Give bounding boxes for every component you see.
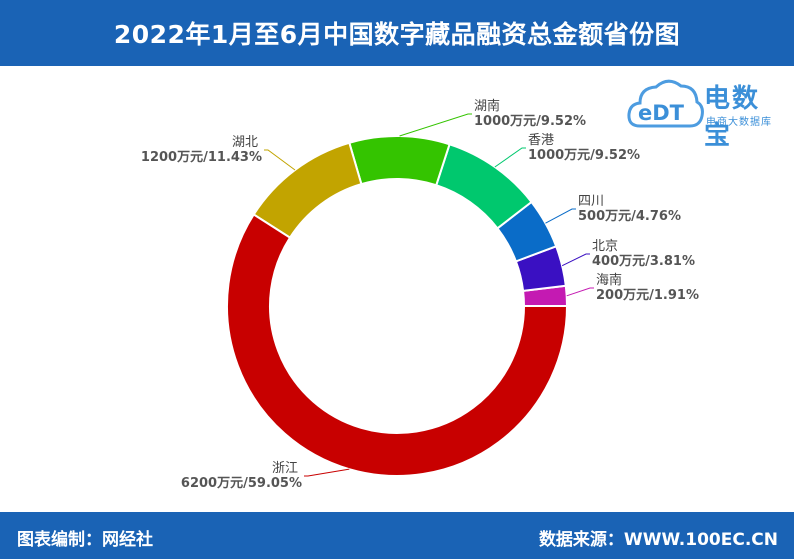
leader-line-香港 [494, 147, 526, 168]
slice-value-label: 1000万元/9.52% [528, 148, 640, 163]
slice-name-label: 四川 [578, 194, 604, 209]
logo-brand: 电数宝 [704, 84, 761, 151]
footer-bar: 图表编制：网经社 数据来源：WWW.100EC.CN [0, 512, 794, 559]
slice-value-label: 6200万元/59.05% [181, 476, 302, 491]
slice-name-label: 香港 [528, 133, 554, 148]
cloud-logo-icon: eDT [627, 79, 704, 128]
slice-name-label: 湖北 [232, 135, 258, 150]
leader-line-四川 [545, 208, 576, 224]
logo: eDT 电数宝 电商大数据库 [626, 74, 786, 151]
slice-name-label: 浙江 [272, 461, 298, 476]
leader-line-海南 [566, 287, 594, 297]
leader-line-湖南 [399, 113, 472, 137]
slice-name-label: 海南 [596, 272, 622, 288]
header-bar: 2022年1月至6月中国数字藏品融资总金额省份图 [0, 0, 794, 66]
slice-value-label: 1200万元/11.43% [141, 150, 262, 165]
leader-line-浙江 [304, 468, 350, 477]
chart-area: 海南 200万元/1.91% 北京 400万元/3.81% 四川 500万元/4.76% 香… [0, 66, 794, 512]
slice-name-label: 北京 [592, 239, 618, 254]
logo-mark: eDT [638, 101, 685, 125]
slice-value-label: 500万元/4.76% [578, 209, 681, 224]
chart-title: 2022年1月至6月中国数字藏品融资总金额省份图 [113, 20, 681, 49]
leader-line-湖北 [264, 149, 296, 171]
slice-湖南 [348, 135, 451, 187]
slice-value-label: 1000万元/9.52% [474, 114, 586, 129]
footer-source: 数据来源：WWW.100EC.CN [538, 530, 778, 550]
leader-line-北京 [561, 253, 590, 267]
slice-湖北 [252, 141, 363, 240]
slice-value-label: 400万元/3.81% [592, 254, 695, 269]
logo-subtitle: 电商大数据库 [706, 117, 772, 128]
slice-浙江 [226, 213, 569, 477]
slice-name-label: 湖南 [474, 98, 500, 114]
footer-credit: 图表编制：网经社 [17, 530, 153, 550]
slice-value-label: 200万元/1.91% [596, 288, 699, 303]
